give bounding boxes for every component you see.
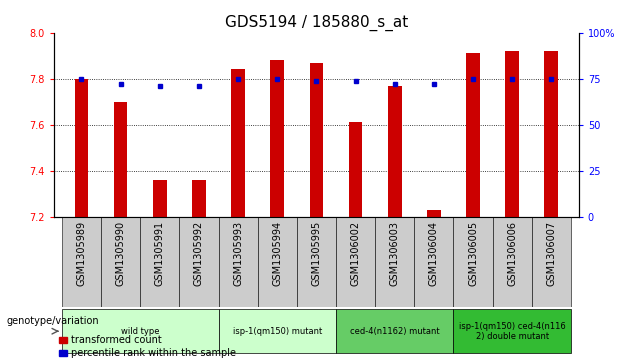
Text: GSM1305989: GSM1305989 — [76, 221, 86, 286]
Text: ced-4(n1162) mutant: ced-4(n1162) mutant — [350, 327, 439, 336]
Bar — [375, 217, 414, 307]
Bar — [74, 79, 88, 217]
Text: GSM1305993: GSM1305993 — [233, 221, 243, 286]
Bar — [414, 217, 453, 307]
Text: GSM1306004: GSM1306004 — [429, 221, 439, 286]
Bar — [453, 309, 571, 353]
Bar — [101, 217, 140, 307]
Legend: transformed count, percentile rank within the sample: transformed count, percentile rank withi… — [59, 335, 235, 358]
Bar — [544, 51, 558, 217]
Text: genotype/variation: genotype/variation — [6, 316, 99, 326]
Bar — [532, 217, 571, 307]
Bar — [192, 180, 206, 217]
Bar — [349, 122, 363, 217]
Text: GSM1306007: GSM1306007 — [546, 221, 556, 286]
Text: isp-1(qm150) mutant: isp-1(qm150) mutant — [233, 327, 322, 336]
Text: GSM1305994: GSM1305994 — [272, 221, 282, 286]
Bar — [219, 217, 258, 307]
Text: isp-1(qm150) ced-4(n116
2) double mutant: isp-1(qm150) ced-4(n116 2) double mutant — [459, 322, 565, 341]
Text: GSM1305992: GSM1305992 — [194, 221, 204, 286]
Bar — [388, 86, 401, 217]
Text: GSM1306005: GSM1306005 — [468, 221, 478, 286]
Bar — [62, 309, 219, 353]
Bar — [427, 210, 441, 217]
Bar — [297, 217, 336, 307]
Bar — [232, 69, 245, 217]
Bar — [336, 217, 375, 307]
Bar — [466, 53, 480, 217]
Bar — [310, 62, 323, 217]
Title: GDS5194 / 185880_s_at: GDS5194 / 185880_s_at — [225, 15, 408, 31]
Text: GSM1305995: GSM1305995 — [312, 221, 321, 286]
Bar — [62, 217, 101, 307]
Text: wild type: wild type — [121, 327, 160, 336]
Bar — [453, 217, 493, 307]
Bar — [153, 180, 167, 217]
Bar — [140, 217, 179, 307]
Bar — [114, 102, 127, 217]
Text: GSM1306006: GSM1306006 — [507, 221, 517, 286]
Bar — [179, 217, 219, 307]
Text: GSM1306003: GSM1306003 — [390, 221, 399, 286]
Bar — [336, 309, 453, 353]
Bar — [219, 309, 336, 353]
Bar — [270, 60, 284, 217]
Text: GSM1305990: GSM1305990 — [116, 221, 126, 286]
Bar — [506, 51, 519, 217]
Bar — [258, 217, 297, 307]
Text: GSM1305991: GSM1305991 — [155, 221, 165, 286]
Bar — [493, 217, 532, 307]
Text: GSM1306002: GSM1306002 — [350, 221, 361, 286]
